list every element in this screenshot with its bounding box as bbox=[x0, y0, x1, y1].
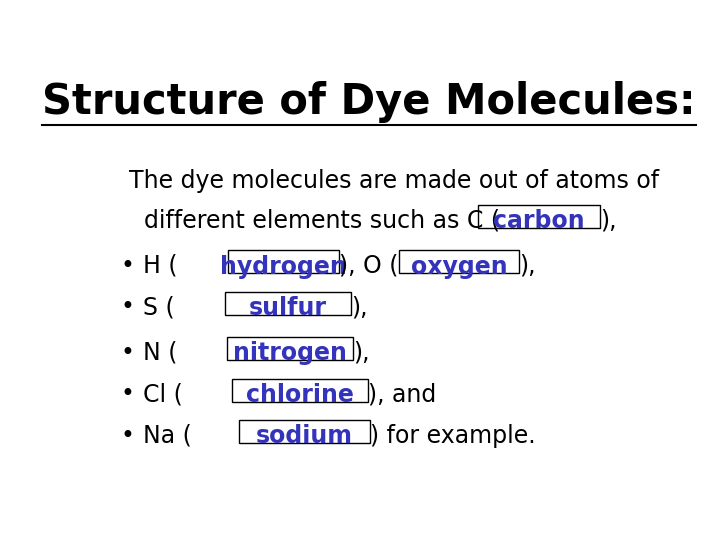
Text: chlorine: chlorine bbox=[246, 383, 354, 407]
Text: oxygen: oxygen bbox=[410, 254, 507, 279]
Text: •: • bbox=[121, 254, 135, 278]
Text: ) for example.: ) for example. bbox=[370, 423, 536, 448]
Text: Structure of Dye Molecules:: Structure of Dye Molecules: bbox=[42, 82, 696, 124]
Text: ), and: ), and bbox=[369, 382, 436, 406]
Bar bbox=[477, 205, 600, 228]
Text: ),: ), bbox=[353, 341, 369, 364]
Text: •: • bbox=[121, 295, 135, 319]
Text: •: • bbox=[121, 423, 135, 448]
Text: Na (: Na ( bbox=[143, 423, 192, 448]
Text: ),: ), bbox=[351, 295, 367, 319]
Text: •: • bbox=[121, 341, 135, 364]
Text: ),: ), bbox=[519, 254, 536, 278]
Bar bbox=[238, 420, 370, 443]
Text: nitrogen: nitrogen bbox=[233, 341, 347, 366]
Text: hydrogen: hydrogen bbox=[220, 254, 347, 279]
Text: The dye molecules are made out of atoms of: The dye molecules are made out of atoms … bbox=[129, 168, 660, 193]
Bar bbox=[228, 338, 353, 360]
Text: Cl (: Cl ( bbox=[143, 382, 183, 406]
Text: carbon: carbon bbox=[493, 209, 585, 233]
Text: •: • bbox=[121, 382, 135, 406]
Text: sulfur: sulfur bbox=[249, 296, 327, 320]
Text: ), O (: ), O ( bbox=[339, 254, 399, 278]
Bar bbox=[228, 251, 339, 273]
Text: different elements such as C (: different elements such as C ( bbox=[129, 208, 500, 232]
Text: S (: S ( bbox=[143, 295, 175, 319]
Bar bbox=[225, 292, 351, 315]
Text: H (: H ( bbox=[143, 254, 178, 278]
Bar bbox=[399, 251, 519, 273]
Text: N (: N ( bbox=[143, 341, 177, 364]
Text: ),: ), bbox=[600, 208, 617, 232]
Bar bbox=[232, 379, 369, 402]
Text: sodium: sodium bbox=[256, 424, 353, 448]
